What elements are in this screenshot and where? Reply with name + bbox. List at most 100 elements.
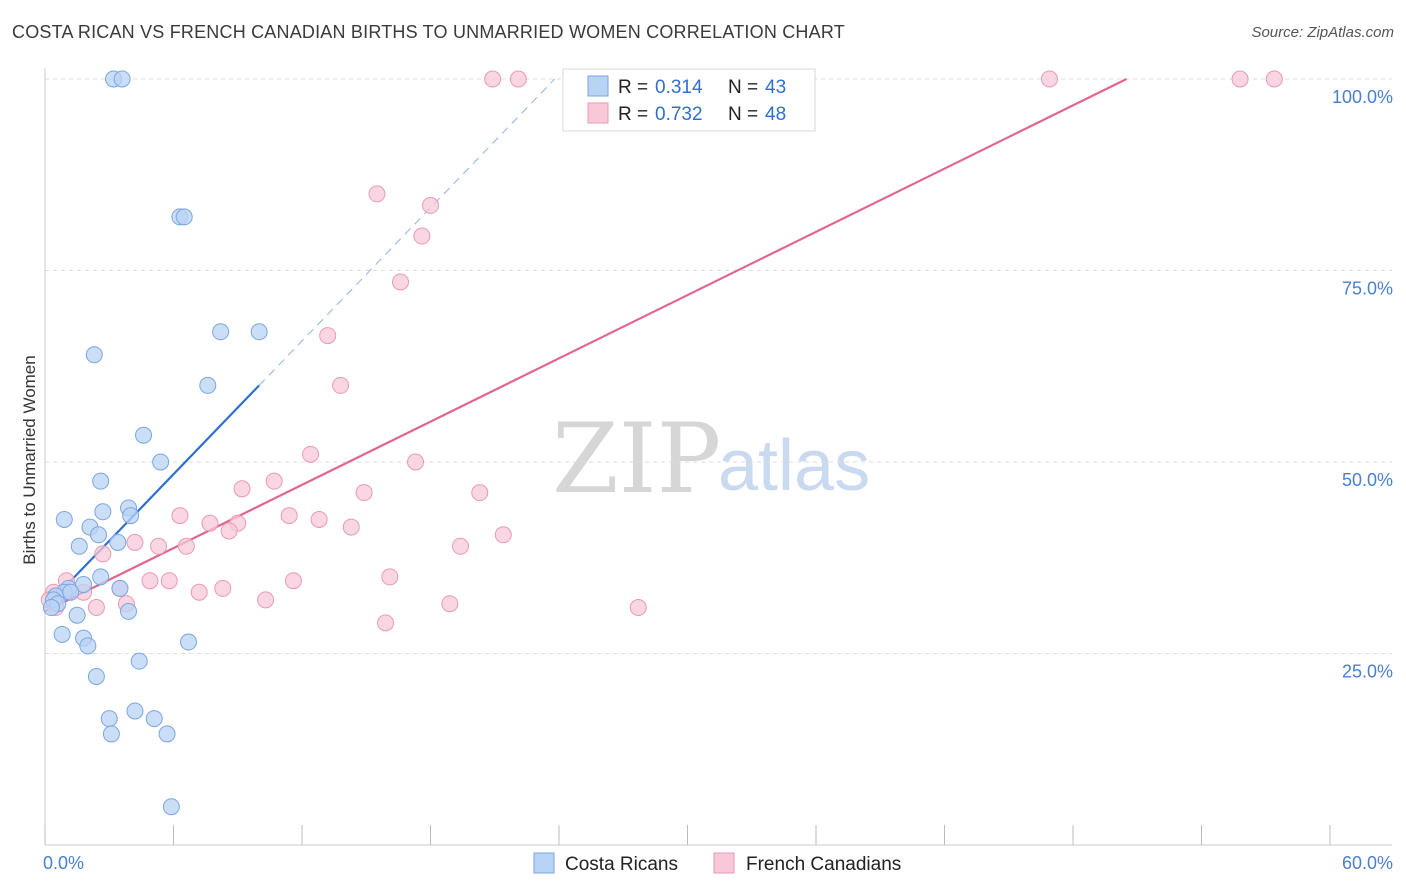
watermark-zip: ZIP [552, 403, 721, 515]
legend-r-label-1: R = [618, 77, 648, 98]
y-tick-label: 25.0% [1342, 662, 1393, 682]
bottom-legend-costa-ricans: Costa Ricans [565, 854, 678, 875]
point-french-canadians [509, 70, 527, 88]
point-french-canadians [141, 572, 159, 590]
point-costa-ricans [70, 537, 88, 555]
point-costa-ricans [100, 710, 118, 728]
point-french-canadians [1265, 70, 1283, 88]
axes: 25.0% 50.0% 75.0% 100.0% 0.0% 60.0% [43, 68, 1393, 873]
point-french-canadians [220, 522, 238, 540]
point-french-canadians [87, 599, 105, 617]
legend-r-label-2: R = [618, 104, 648, 125]
point-costa-ricans [158, 725, 176, 743]
point-french-canadians [177, 537, 195, 555]
point-costa-ricans [113, 70, 131, 88]
point-french-canadians [319, 327, 337, 345]
point-french-canadians [494, 526, 512, 544]
point-french-canadians [310, 510, 328, 528]
point-costa-ricans [126, 702, 144, 720]
point-french-canadians [214, 579, 232, 597]
legend-n-label-2: N = [728, 104, 758, 125]
point-costa-ricans [85, 346, 103, 364]
point-costa-ricans [135, 426, 153, 444]
point-french-canadians [284, 572, 302, 590]
x-tick-label: 60.0% [1342, 853, 1393, 873]
point-french-canadians [381, 568, 399, 586]
point-costa-ricans [87, 667, 105, 685]
point-costa-ricans [90, 526, 108, 544]
trend-line-french-canadians [44, 78, 1128, 613]
point-french-canadians [280, 507, 298, 525]
point-costa-ricans [102, 725, 120, 743]
point-french-canadians [265, 472, 283, 490]
point-costa-ricans [92, 568, 110, 586]
legend-r-value-1: 0.314 [655, 77, 703, 98]
point-costa-ricans [122, 507, 140, 525]
point-french-canadians [422, 196, 439, 214]
point-french-canadians [484, 70, 502, 88]
point-french-canadians [368, 185, 386, 203]
point-french-canadians [302, 445, 320, 463]
point-costa-ricans [42, 599, 60, 617]
point-french-canadians [126, 533, 144, 551]
point-costa-ricans [109, 533, 127, 551]
legend-n-value-2: 48 [765, 104, 786, 125]
gridlines [45, 78, 1392, 654]
point-costa-ricans [55, 510, 73, 528]
point-french-canadians [332, 376, 350, 394]
legend-swatch-costa-ricans [587, 75, 609, 97]
point-costa-ricans [130, 652, 148, 670]
point-french-canadians [94, 545, 112, 563]
stats-legend: R = 0.314 N = 43 R = 0.732 N = 48 [562, 68, 816, 132]
point-french-canadians [342, 518, 360, 536]
point-costa-ricans [75, 576, 93, 594]
point-costa-ricans [79, 637, 97, 655]
point-french-canadians [160, 572, 178, 590]
point-costa-ricans [162, 798, 180, 816]
point-costa-ricans [152, 453, 170, 471]
point-french-canadians [451, 537, 469, 555]
bottom-legend-french-canadians: French Canadians [746, 854, 901, 875]
point-french-canadians [171, 507, 189, 525]
bottom-legend-swatch-french-canadians [713, 852, 735, 874]
point-costa-ricans [94, 503, 112, 521]
point-costa-ricans [92, 472, 110, 490]
point-costa-ricans [175, 208, 193, 226]
trend-lines [44, 78, 1128, 613]
y-tick-label: 50.0% [1342, 470, 1393, 490]
legend-swatch-french-canadians [587, 102, 609, 124]
bottom-legend-swatch-costa-ricans [533, 852, 555, 874]
point-french-canadians [413, 227, 431, 245]
trend-line-costa-ricans-extension [258, 78, 556, 386]
point-french-canadians [257, 591, 275, 609]
point-costa-ricans [68, 606, 86, 624]
series-legend: Costa Ricans French Canadians [533, 852, 901, 875]
point-french-canadians [150, 537, 168, 555]
y-tick-label: 100.0% [1332, 87, 1393, 107]
point-french-canadians [471, 484, 489, 502]
point-french-canadians [355, 484, 373, 502]
point-costa-ricans [53, 625, 71, 643]
point-costa-ricans [250, 323, 268, 341]
chart-title: COSTA RICAN VS FRENCH CANADIAN BIRTHS TO… [12, 22, 845, 42]
point-french-canadians [377, 614, 395, 632]
point-french-canadians [392, 273, 410, 291]
legend-r-value-2: 0.732 [655, 104, 703, 125]
point-french-canadians [1040, 70, 1058, 88]
source-credit: Source: ZipAtlas.com [1251, 24, 1394, 41]
point-costa-ricans [179, 633, 197, 651]
point-french-canadians [1231, 70, 1249, 88]
legend-n-label-1: N = [728, 77, 758, 98]
point-costa-ricans [62, 583, 80, 601]
point-french-canadians [190, 583, 208, 601]
point-french-canadians [407, 453, 425, 471]
legend-n-value-1: 43 [765, 77, 786, 98]
point-french-canadians [201, 514, 219, 532]
point-costa-ricans [212, 323, 230, 341]
data-points [40, 70, 1283, 816]
y-axis-label: Births to Unmarried Women [20, 355, 39, 564]
point-french-canadians [441, 595, 459, 613]
point-costa-ricans [120, 602, 138, 620]
point-french-canadians [629, 599, 647, 617]
